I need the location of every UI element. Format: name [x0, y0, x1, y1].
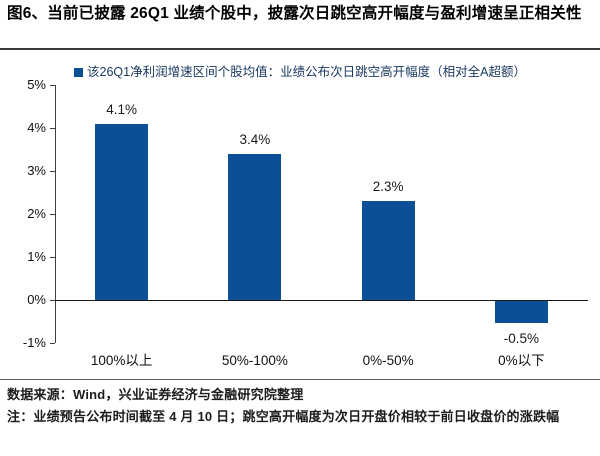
- bar-value-label: 4.1%: [106, 101, 138, 117]
- data-source-text: 数据来源：Wind，兴业证券经济与金融研究院整理: [7, 387, 304, 402]
- y-axis-label: 1%: [27, 249, 46, 264]
- y-axis-line: [55, 85, 56, 343]
- bar: [361, 201, 415, 300]
- y-axis-label: 3%: [27, 163, 46, 178]
- x-axis-label: 50%-100%: [221, 353, 288, 368]
- x-axis-label: 0%以下: [498, 353, 545, 368]
- zero-line: [55, 300, 588, 301]
- y-axis-tick: [50, 343, 55, 344]
- chart-title: 图6、当前已披露 26Q1 业绩个股中，披露次日跳空高开幅度与盈利增速呈正相关性: [7, 5, 582, 22]
- y-axis-tick: [50, 85, 55, 86]
- bar-value-label: 2.3%: [372, 179, 404, 195]
- bar: [494, 301, 548, 323]
- x-axis-label: 100%以上: [90, 353, 153, 368]
- bar-value-label: -0.5%: [503, 330, 540, 346]
- bar: [228, 153, 282, 300]
- y-axis-tick: [50, 128, 55, 129]
- y-axis-label: 0%: [27, 292, 46, 307]
- y-axis-label: 2%: [27, 206, 46, 221]
- legend-label: 该26Q1净利润增速区间个股均值：业绩公布次日跳空高开幅度（相对全A超额）: [87, 65, 526, 79]
- chart-legend: 该26Q1净利润增速区间个股均值：业绩公布次日跳空高开幅度（相对全A超额）: [0, 61, 600, 80]
- bar: [95, 123, 149, 300]
- bar-value-label: 3.4%: [239, 131, 271, 147]
- footer-divider: [0, 379, 600, 380]
- chart-footer: 数据来源：Wind，兴业证券经济与金融研究院整理 注：业绩预告公布时间截至 4 …: [7, 384, 593, 427]
- legend-square-icon: [74, 68, 84, 77]
- y-axis-label: 4%: [27, 120, 46, 135]
- y-axis-tick: [50, 214, 55, 215]
- y-axis-label: -1%: [22, 335, 46, 350]
- x-axis-label: 0%-50%: [362, 353, 414, 368]
- y-axis-tick: [50, 257, 55, 258]
- y-axis-tick: [50, 171, 55, 172]
- note-text: 注：业绩预告公布时间截至 4 月 10 日；跳空高开幅度为次日开盘价相较于前日收…: [7, 408, 560, 424]
- y-axis-label: 5%: [27, 77, 46, 92]
- title-divider: [0, 48, 600, 50]
- y-axis-tick: [50, 300, 55, 301]
